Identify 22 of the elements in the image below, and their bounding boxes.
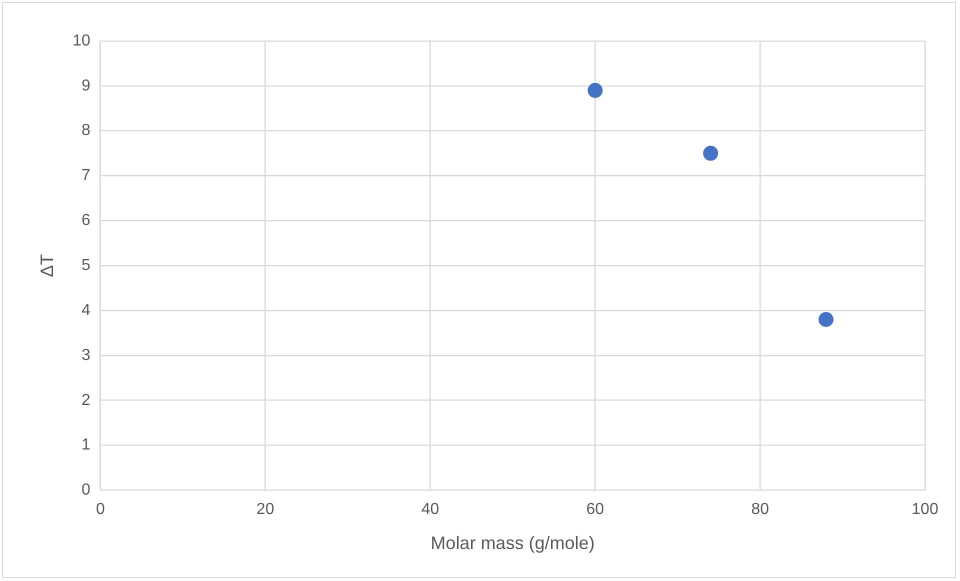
y-tick-label: 10 [72, 32, 90, 50]
y-tick-label: 2 [81, 392, 90, 409]
point [818, 312, 834, 328]
x-tick-label: 20 [256, 501, 274, 518]
y-tick-label: 1 [81, 436, 90, 454]
y-tick-label: 3 [81, 346, 90, 364]
point [703, 146, 718, 161]
x-tick-label: 40 [421, 501, 440, 518]
y-tick-label: 6 [81, 212, 90, 230]
y-tick-label: 0 [81, 482, 90, 499]
x-tick-label: 80 [751, 501, 770, 518]
y-tick-label: 8 [81, 122, 90, 140]
x-tick-label: 0 [96, 501, 105, 518]
y-tick-label: 5 [81, 257, 90, 274]
point [588, 82, 603, 98]
y-tick-label: 4 [81, 302, 90, 319]
x-tick-label: 60 [586, 501, 604, 518]
y-tick-label: 9 [81, 77, 90, 94]
x-axis-title: Molar mass (g/mole) [430, 533, 595, 554]
y-axis-title: ΔT [36, 254, 57, 278]
x-tick-label: 100 [912, 501, 938, 518]
y-tick-label: 7 [81, 167, 90, 184]
